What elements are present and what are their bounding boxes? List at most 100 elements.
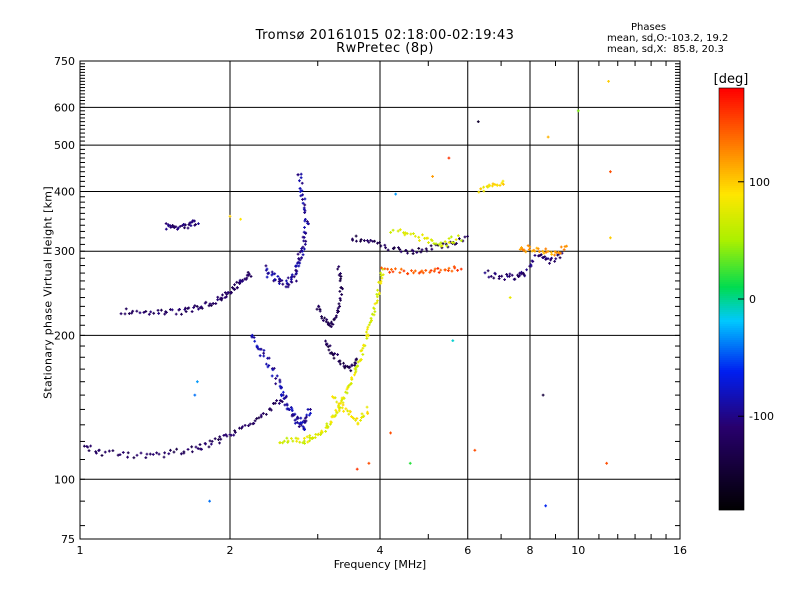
colorbar-band [719,224,744,227]
colorbar-band [719,160,744,163]
data-point [386,267,389,271]
data-point [95,451,98,455]
colorbar-band [719,482,744,485]
data-point [456,268,459,272]
data-point [342,361,345,365]
data-point [362,239,366,242]
colorbar-band [719,294,744,297]
data-point [384,246,387,250]
data-point [265,267,269,271]
data-point [286,285,290,289]
colorbar-band [719,226,744,229]
colorbar-band [719,186,744,189]
phases-legend-x: mean, sd,X: 85.8, 20.3 [607,44,724,55]
data-point [281,441,285,445]
data-point [366,333,370,337]
data-point [265,275,269,279]
data-point [362,343,365,347]
data-point [361,353,365,356]
data-point [289,280,293,284]
data-point [365,330,368,334]
data-point [192,306,196,309]
colorbar-band [719,232,744,235]
data-point [135,309,139,313]
data-point [443,268,447,272]
data-point [126,451,130,455]
data-point [145,452,149,456]
data-point [174,312,178,316]
colorbar-band [719,340,744,343]
data-point [402,269,406,273]
data-point [184,223,187,227]
colorbar-band [719,366,744,369]
colorbar-band [719,414,744,417]
data-point [372,313,376,317]
data-point [365,405,369,409]
data-point [548,261,551,265]
data-point [225,292,229,296]
data-point [139,451,143,455]
data-point [558,256,562,260]
data-point [198,443,202,446]
chart-subtitle: RwPretec (8p) [336,41,434,56]
data-point [100,454,104,457]
data-point [454,238,458,242]
data-point [522,248,526,252]
colorbar-band [719,344,744,347]
data-point [500,181,504,185]
data-point [283,403,287,407]
colorbar-band [719,250,744,253]
data-point [329,325,333,329]
data-point [200,447,203,451]
data-point [338,304,342,308]
colorbar-band [719,168,744,171]
colorbar-band [719,206,744,209]
data-point [531,260,535,263]
data-point [299,172,303,176]
data-point [281,282,285,286]
colorbar-band [719,498,744,501]
colorbar-band [719,140,744,143]
data-point [299,194,303,198]
data-point [354,357,358,361]
data-point [151,453,155,456]
data-point [195,305,199,308]
colorbar-band [719,260,744,263]
data-point [355,417,359,420]
data-point [131,309,135,313]
data-point [253,419,257,423]
data-point [447,237,451,240]
data-point [339,277,343,281]
x-tick-label: 6 [464,544,471,557]
data-point [308,439,311,443]
x-tick-label: 4 [377,544,384,557]
data-point [293,412,297,416]
data-point [241,279,244,283]
colorbar-band [719,280,744,283]
data-point [491,184,494,188]
data-point [309,411,312,415]
colorbar-band [719,384,744,387]
colorbar-band [719,120,744,123]
data-point [340,399,343,403]
data-point [270,270,274,274]
data-point [296,416,300,420]
data-point [301,253,305,257]
data-point [355,239,358,243]
colorbar-band [719,150,744,153]
colorbar-band [719,316,744,319]
colorbar-band [719,474,744,477]
colorbar-band [719,352,744,355]
data-point [394,267,397,271]
data-point [427,241,430,244]
data-point [309,408,312,411]
data-point [373,310,377,314]
data-point [239,217,242,221]
data-point [285,402,289,406]
colorbar-band [719,202,744,205]
colorbar-band [719,220,744,223]
data-point [389,231,393,234]
data-point [345,391,349,395]
data-point [398,248,402,251]
plot-frame [79,60,681,540]
